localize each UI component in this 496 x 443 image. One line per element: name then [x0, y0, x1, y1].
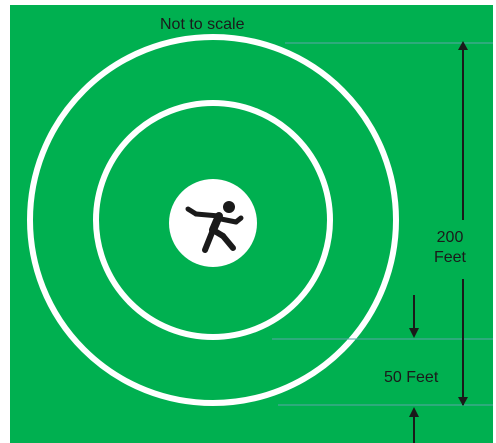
- dimension-label-200: 200 Feet: [430, 228, 470, 268]
- dimension-arrow-200: [458, 41, 468, 406]
- diagram-drawing: [27, 34, 493, 443]
- not-to-scale-label: Not to scale: [160, 16, 245, 33]
- dimension-unit-200: Feet: [433, 249, 466, 266]
- falling-person-icon: [185, 201, 244, 253]
- dimension-arrow-50: [409, 295, 419, 443]
- diagram-canvas: Not to scale 200 Feet 50 Feet: [10, 5, 493, 443]
- guide-lines: [272, 42, 493, 406]
- dimension-value-200: 200: [436, 229, 464, 246]
- inner-ring: [93, 100, 333, 340]
- outer-ring: [27, 34, 399, 406]
- dimension-label-50: 50 Feet: [384, 369, 439, 386]
